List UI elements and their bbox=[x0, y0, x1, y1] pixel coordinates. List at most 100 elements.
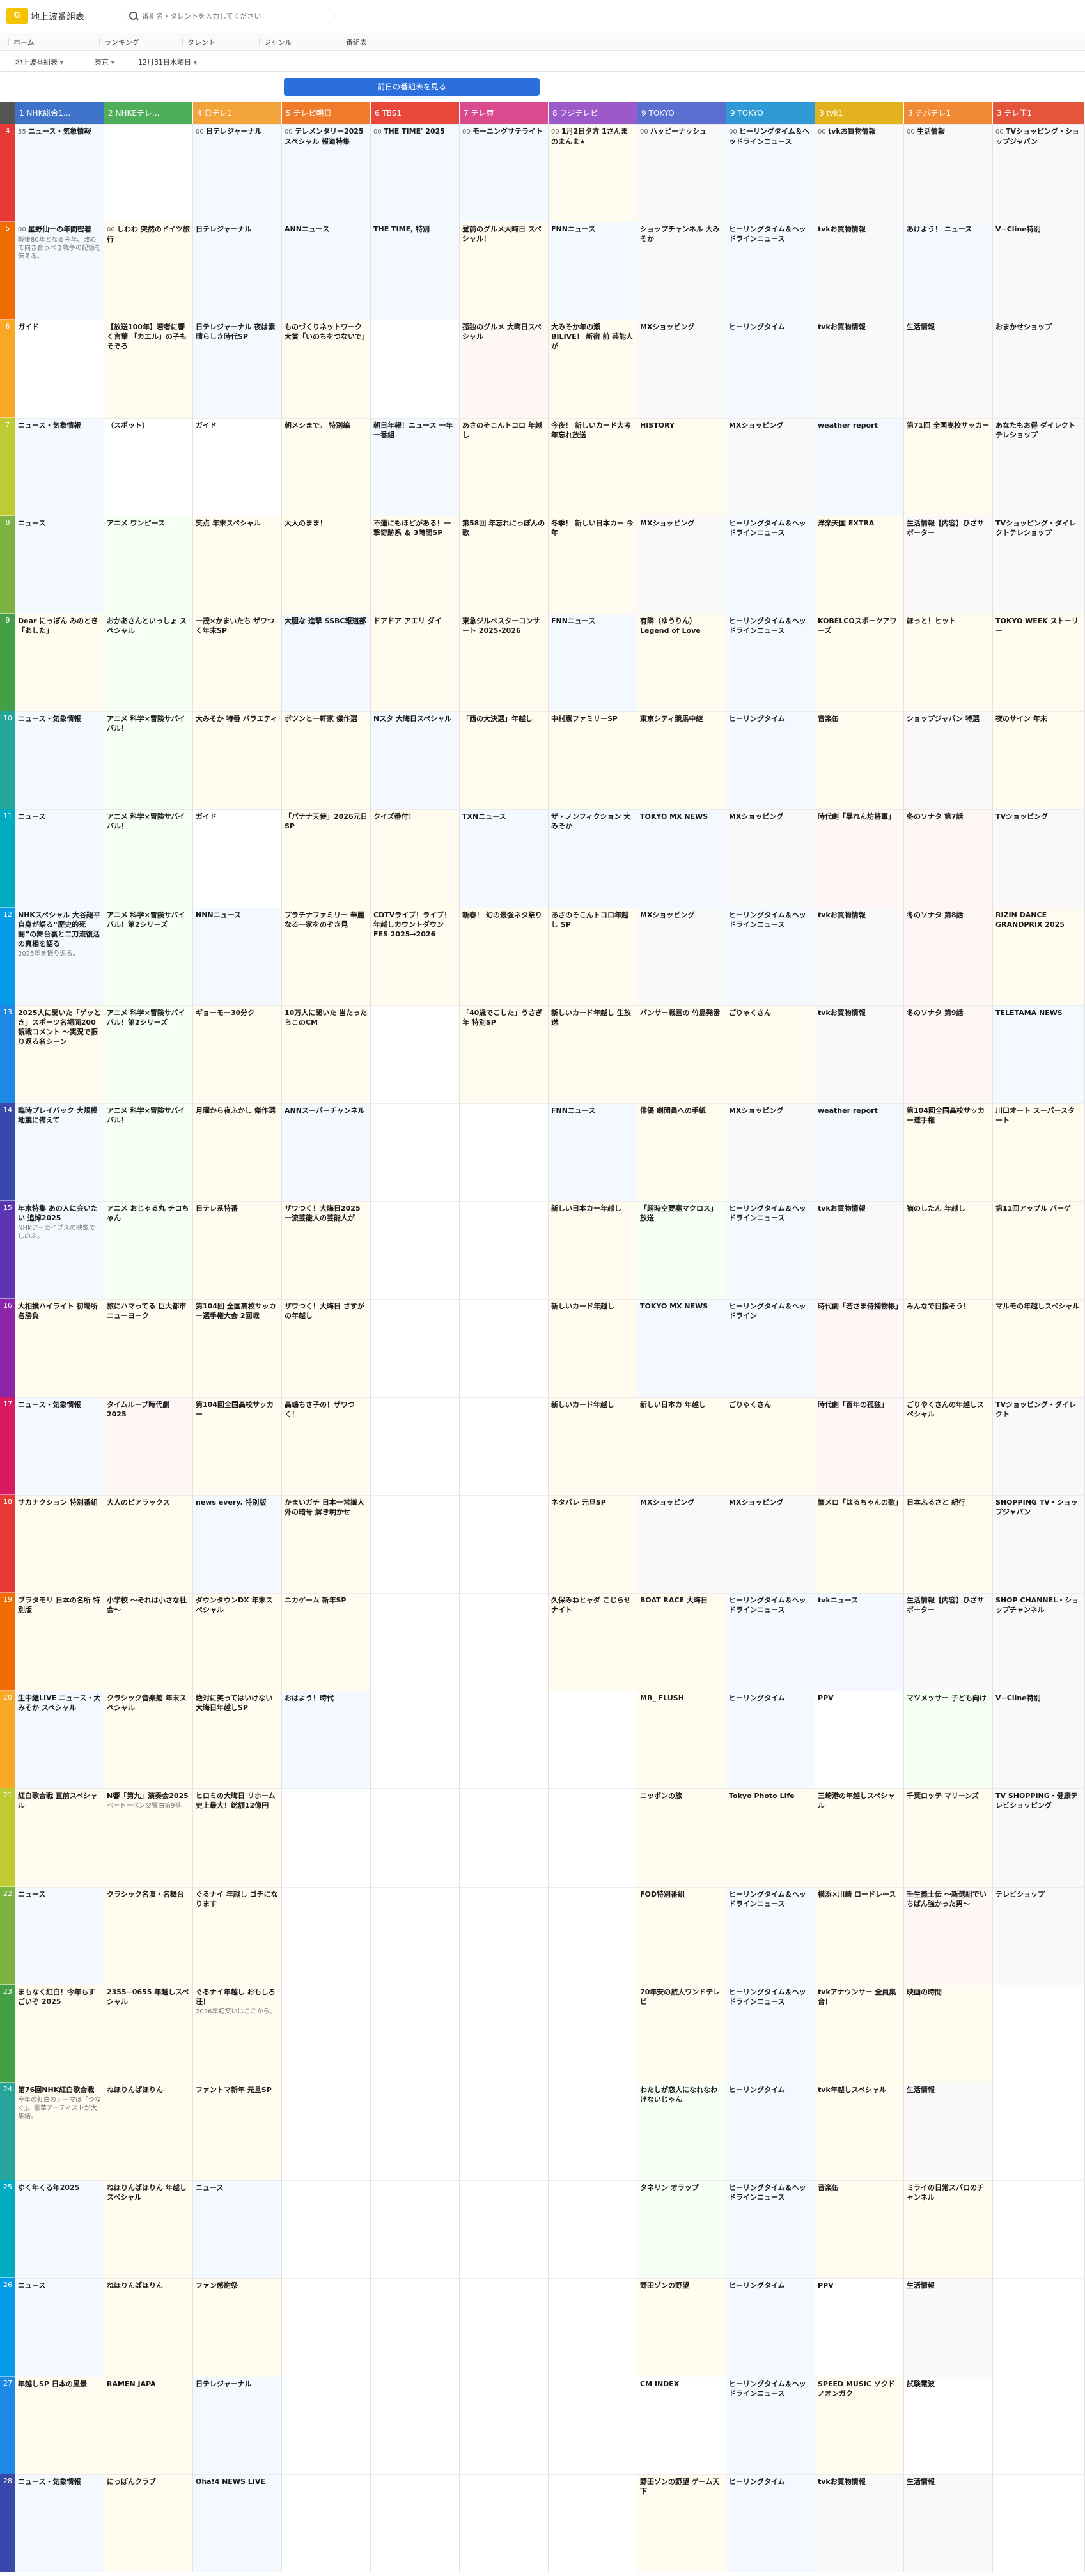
program-cell[interactable]: 笑点 年末スペシャル bbox=[193, 515, 281, 614]
program-cell[interactable]: 野田ゾンの野望 bbox=[637, 2278, 726, 2377]
program-cell[interactable]: ニュース bbox=[193, 2180, 281, 2279]
program-cell[interactable]: 壬生義士伝 〜新選組でいちばん強かった男〜 bbox=[904, 1886, 992, 1985]
program-cell[interactable]: ヒーリングタイム＆ヘッドラインニュース bbox=[726, 2376, 815, 2474]
program-cell[interactable]: tvkお買物情報 bbox=[815, 2474, 903, 2572]
program-cell[interactable]: 川口オート スーパースタート bbox=[993, 1103, 1084, 1202]
program-cell[interactable]: 一茂×かまいたち ザワつく年末SP bbox=[193, 614, 281, 712]
program-cell[interactable]: ガイド bbox=[15, 320, 104, 418]
program-cell[interactable]: 横浜×川崎 ロードレース bbox=[815, 1886, 903, 1985]
program-cell[interactable]: tvkお買物情報 bbox=[815, 1201, 903, 1300]
program-cell[interactable]: 【放送100年】若者に響く言葉 「カエル」の子もそぞろ bbox=[104, 320, 192, 418]
program-cell[interactable]: weather report bbox=[815, 1103, 903, 1202]
program-cell[interactable]: 10万人に聞いた 当たったらこのCM bbox=[282, 1005, 370, 1103]
program-cell[interactable]: FOD特別番組 bbox=[637, 1886, 726, 1985]
channel-header[interactable]: 9 TOKYO bbox=[637, 102, 726, 124]
channel-header[interactable]: 2 NHKEテレ... bbox=[104, 102, 193, 124]
program-cell[interactable]: ヒーリングタイム bbox=[726, 1691, 815, 1789]
program-cell[interactable]: 臨時プレイバック 大規模地震に備えて bbox=[15, 1103, 104, 1202]
program-cell[interactable]: ごりゃくさん bbox=[726, 1397, 815, 1495]
program-cell[interactable]: 冬のソナタ 第7話 bbox=[904, 809, 992, 908]
program-cell[interactable]: 三崎港の年越しスペシャル bbox=[815, 1788, 903, 1887]
program-cell[interactable]: 日本ふるさと 紀行 bbox=[904, 1494, 992, 1593]
program-cell[interactable]: ヒーリングタイム＆ヘッドラインニュース bbox=[726, 515, 815, 614]
channel-header[interactable]: 3 チバテレ1 bbox=[904, 102, 993, 124]
program-cell[interactable]: ニュース bbox=[15, 809, 104, 908]
program-cell[interactable]: weather report bbox=[815, 417, 903, 516]
program-cell[interactable]: アニメ 科学×冒険サバイバル！第2シリーズ bbox=[104, 907, 192, 1005]
nav-item[interactable]: ジャンル bbox=[256, 37, 292, 47]
program-cell[interactable]: ザワつく！大晦日2025 一流芸能人の芸能人が bbox=[282, 1201, 370, 1300]
program-cell[interactable]: 生中継LIVE ニュース・大みそか スペシャル bbox=[15, 1691, 104, 1789]
program-cell[interactable]: アニメ おじゃる丸 チコちゃん bbox=[104, 1201, 192, 1300]
program-cell[interactable]: 00 生活情報 bbox=[904, 124, 992, 222]
program-cell[interactable]: Nスタ 大晦日スペシャル bbox=[371, 711, 459, 810]
program-cell[interactable]: TVショッピング・ダイレクトテレショップ bbox=[993, 515, 1084, 614]
program-cell[interactable]: 年越しSP 日本の風景 bbox=[15, 2376, 104, 2474]
program-cell[interactable]: アニメ 科学×冒険サバイバル！ bbox=[104, 809, 192, 908]
program-cell[interactable]: 00 日テレジャーナル bbox=[193, 124, 281, 222]
program-cell[interactable]: TVショッピング・ダイレクト bbox=[993, 1397, 1084, 1495]
program-cell[interactable]: ほっと！ヒット bbox=[904, 614, 992, 712]
program-cell[interactable]: ガイド bbox=[193, 809, 281, 908]
channel-header[interactable]: 5 テレビ朝日 bbox=[282, 102, 371, 124]
program-cell[interactable]: 昼前のグルメ大晦日 スペシャル！ bbox=[460, 222, 548, 320]
program-cell[interactable]: CM INDEX bbox=[637, 2376, 726, 2474]
program-cell[interactable]: あけよう！ ニュース bbox=[904, 222, 992, 320]
program-cell[interactable]: あなたもお得 ダイレクトテレショップ bbox=[993, 417, 1084, 516]
program-cell[interactable]: TVショッピング bbox=[993, 809, 1084, 908]
program-cell[interactable]: ボツンと一軒家 傑作選 bbox=[282, 711, 370, 810]
program-cell[interactable]: 00 星野仙一の年間密着 戦後80年となる今年、改めて向き合うべき戦争の記憶を伝える… bbox=[15, 222, 104, 320]
program-cell[interactable]: 不運にもほどがある！一撃奇跡系 ＆ 3時間SP bbox=[371, 515, 459, 614]
program-cell[interactable]: TOKYO MX NEWS bbox=[637, 809, 726, 908]
program-cell[interactable]: KOBELCOスポーツアワーズ bbox=[815, 614, 903, 712]
filter-select[interactable]: 12月31日水曜日 bbox=[138, 57, 197, 67]
program-cell[interactable]: タネリン オラップ bbox=[637, 2180, 726, 2279]
program-cell[interactable]: MR_ FLUSH bbox=[637, 1691, 726, 1789]
program-cell[interactable]: MXショッピング bbox=[637, 907, 726, 1005]
program-cell[interactable]: マツメッサー 子ども向け bbox=[904, 1691, 992, 1789]
program-cell[interactable]: V−Cline特別 bbox=[993, 222, 1084, 320]
program-cell[interactable]: ファン感謝祭 bbox=[193, 2278, 281, 2377]
program-cell[interactable]: ギョーモー30分ク bbox=[193, 1005, 281, 1103]
program-cell[interactable]: 新しい日本カー年越し bbox=[549, 1201, 637, 1300]
program-cell[interactable]: ニュース・気象情報 bbox=[15, 1397, 104, 1495]
program-cell[interactable]: ニュース bbox=[15, 2278, 104, 2377]
program-cell[interactable]: 東急ジルベスターコンサート 2025-2026 bbox=[460, 614, 548, 712]
channel-header[interactable]: 9 TOKYO bbox=[726, 102, 815, 124]
program-cell[interactable]: わたしが恋人になれなわけないじゃん bbox=[637, 2083, 726, 2181]
channel-header[interactable]: 3 tvk1 bbox=[815, 102, 904, 124]
program-cell[interactable]: 00 tvkお買物情報 bbox=[815, 124, 903, 222]
program-cell[interactable]: 第104回 全国高校サッカー選手権大会 2回戦 bbox=[193, 1299, 281, 1397]
program-cell[interactable]: 時代劇「百年の孤独」 bbox=[815, 1397, 903, 1495]
program-cell[interactable]: 00 TVショッピング・ショップジャパン bbox=[993, 124, 1084, 222]
program-cell[interactable]: tvkアナウンサー 全員集合！ bbox=[815, 1984, 903, 2083]
program-cell[interactable]: 生活情報【内容】ひざサポーター bbox=[904, 515, 992, 614]
program-cell[interactable]: ヒーリングタイム＆ヘッドラインニュース bbox=[726, 1984, 815, 2083]
program-cell[interactable]: V−Cline特別 bbox=[993, 1691, 1084, 1789]
channel-header[interactable]: 4 日テレ1 bbox=[193, 102, 282, 124]
program-cell[interactable]: テレビショップ bbox=[993, 1886, 1084, 1985]
filter-select[interactable]: 東京 bbox=[95, 57, 114, 67]
program-cell[interactable]: Dear にっぽん みのとき「あした」 bbox=[15, 614, 104, 712]
search-box[interactable] bbox=[125, 8, 329, 24]
program-cell[interactable]: ヒーリングタイム＆ヘッドライン bbox=[726, 1299, 815, 1397]
filter-select[interactable]: 地上波番組表 bbox=[15, 57, 63, 67]
program-cell[interactable]: RAMEN JAPA bbox=[104, 2376, 192, 2474]
program-cell[interactable]: ニカゲーム 新年SP bbox=[282, 1593, 370, 1691]
program-cell[interactable]: ANNスーパーチャンネル bbox=[282, 1103, 370, 1202]
program-cell[interactable]: 00 モーニングサテライト bbox=[460, 124, 548, 222]
program-cell[interactable]: ヒーリングタイム＆ヘッドラインニュース bbox=[726, 222, 815, 320]
program-cell[interactable]: ニュース・気象情報 bbox=[15, 2474, 104, 2572]
program-cell[interactable]: ザワつく！大晦日 さすがの年越し bbox=[282, 1299, 370, 1397]
program-cell[interactable]: ガイド bbox=[193, 417, 281, 516]
program-cell[interactable]: 日テレ系特番 bbox=[193, 1201, 281, 1300]
program-cell[interactable]: ヒーリングタイム bbox=[726, 2474, 815, 2572]
program-cell[interactable]: （スポット） bbox=[104, 417, 192, 516]
program-cell[interactable]: 東京シティ競馬中継 bbox=[637, 711, 726, 810]
program-cell[interactable]: 朝日年報！ニュース 一年一番組 bbox=[371, 417, 459, 516]
program-cell[interactable]: 紅白歌合戦 直前スペシャル bbox=[15, 1788, 104, 1887]
prev-day-button[interactable]: 前日の番組表を見る bbox=[284, 78, 540, 96]
program-cell[interactable]: ものづくりネットワーク大賞「いのちをつないで」 bbox=[282, 320, 370, 418]
program-cell[interactable]: 00 テレメンタリー2025 スペシャル 報道特集 bbox=[282, 124, 370, 222]
program-cell[interactable]: あさのそこんトコロ 年越し bbox=[460, 417, 548, 516]
